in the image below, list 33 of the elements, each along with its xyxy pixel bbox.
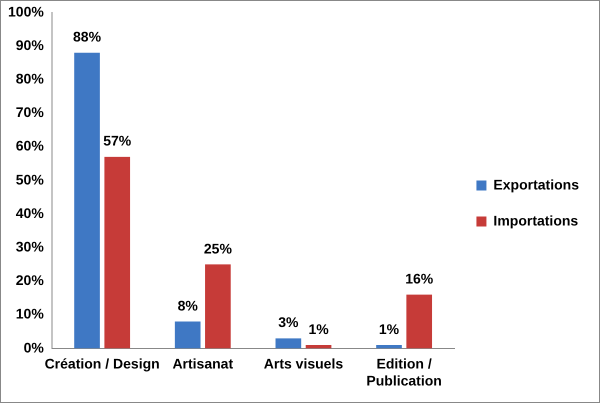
legend-label: Importations [493,212,578,228]
data-label: 57% [103,132,132,149]
x-tick-label: Artisanat [172,356,234,372]
bar [104,156,130,348]
y-tick-label: 50% [16,171,44,188]
data-label: 16% [405,270,434,286]
bar [306,345,332,348]
data-label: 1% [308,320,330,337]
bar [276,338,302,348]
y-tick-label: 90% [16,36,44,53]
y-tick-label: 80% [16,70,44,86]
legend-label: Exportations [493,176,580,192]
x-tick-label: Arts visuels [264,356,344,372]
data-label: 25% [204,240,232,256]
data-label: 88% [73,28,102,45]
y-tick-label: 10% [16,306,44,322]
y-tick-label: 20% [16,272,44,288]
y-tick-label: 60% [16,138,44,154]
data-label: 3% [278,314,300,330]
bar [205,264,231,348]
x-tick-label: Edition / Publication [366,356,442,388]
y-tick-label: 100% [8,3,44,20]
data-label: 8% [178,297,198,314]
x-tick-label: Création / Design [44,356,160,372]
bar [174,322,201,348]
bar [376,345,402,348]
y-tick-label: 0% [24,339,44,356]
y-tick-label: 40% [16,204,44,221]
bar [74,52,100,348]
data-label: 1% [378,320,400,337]
y-tick-label: 30% [16,238,44,254]
bar [406,294,432,348]
y-tick-label: 70% [16,104,44,120]
